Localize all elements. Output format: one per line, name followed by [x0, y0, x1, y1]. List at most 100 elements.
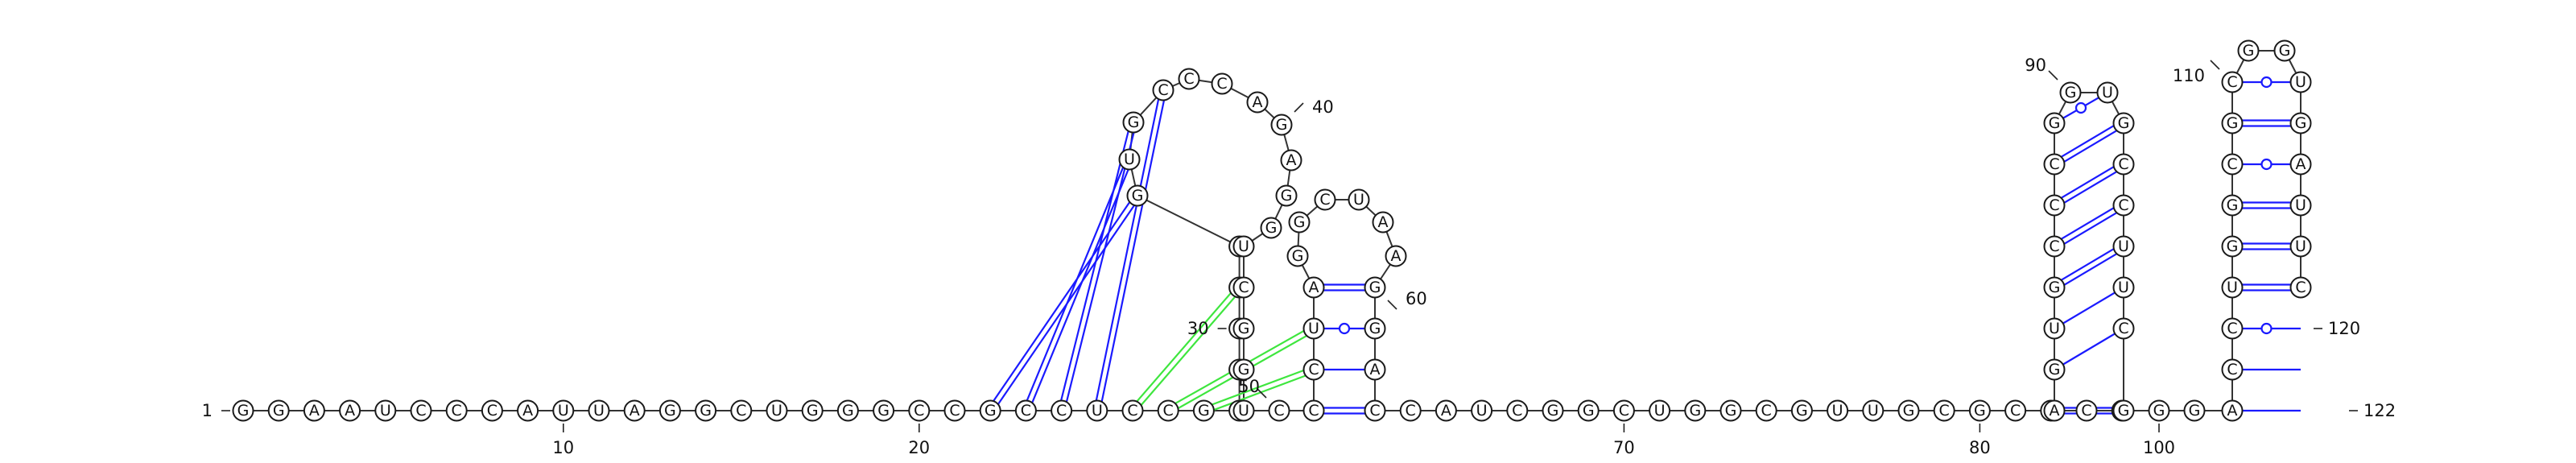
nucleotide-circle	[2112, 235, 2135, 258]
nucleotide-circle	[2221, 112, 2244, 134]
nucleotide: C	[2221, 358, 2244, 381]
nucleotide-letter: G	[2279, 42, 2291, 60]
nucleotide-circle	[2112, 276, 2135, 299]
nucleotide-letter: U	[380, 402, 391, 420]
nucleotide: A	[303, 399, 325, 422]
nucleotide-circle	[1968, 399, 1991, 422]
nucleotide-circle	[2183, 399, 2206, 422]
position-label: 80	[1969, 438, 1991, 457]
nucleotide: U	[1086, 399, 1108, 422]
nucleotide-circle	[2221, 358, 2244, 381]
nucleotide-letter: U	[558, 402, 569, 420]
nucleotide-circle	[1152, 79, 1174, 101]
nucleotide: U	[2096, 81, 2119, 104]
nucleotide-letter: G	[842, 402, 854, 420]
nucleotide: C	[1302, 399, 1325, 422]
nucleotide-letter: A	[1441, 402, 1451, 420]
nucleotide-circle	[1126, 184, 1149, 207]
nucleotide: G	[1684, 399, 1707, 422]
nucleotide: C	[2075, 399, 2098, 422]
nucleotide-circle	[2221, 235, 2244, 258]
nucleotide: U	[588, 399, 610, 422]
nucleotide: A	[1385, 245, 1407, 267]
nucleotide-circle	[2004, 399, 2027, 422]
nucleotide: C	[2112, 317, 2135, 340]
nucleotide-circle	[2043, 235, 2066, 258]
nucleotide-circle	[2075, 399, 2098, 422]
nucleotide-letter: G	[1369, 279, 1381, 296]
nucleotide: U	[2289, 71, 2312, 93]
nucleotide: G	[1364, 317, 1386, 340]
nucleotide-letter: A	[630, 402, 640, 420]
nucleotide-circle	[2112, 399, 2135, 422]
nucleotide-letter: C	[1406, 402, 1416, 420]
nucleotide-letter: C	[1761, 402, 1772, 420]
nucleotide-circle	[1275, 184, 1298, 207]
nucleotide: G	[873, 399, 895, 422]
nucleotide-letter: G	[2065, 84, 2077, 101]
nucleotide-letter: C	[736, 402, 746, 420]
nucleotide-circle	[2289, 235, 2312, 258]
nucleotide-circle	[232, 399, 254, 422]
position-label: 30	[1187, 319, 1209, 338]
nucleotide-letter: U	[2049, 320, 2060, 337]
label-tick	[1257, 388, 1267, 399]
nucleotide-circle	[801, 399, 824, 422]
backbone-link	[1137, 195, 1241, 247]
nucleotide: G	[1790, 399, 1813, 422]
nucleotide: G	[1577, 399, 1600, 422]
nucleotide-circle	[836, 399, 859, 422]
nucleotide-letter: G	[2118, 402, 2130, 420]
nucleotide-letter: U	[2295, 238, 2306, 255]
nucleotide: G	[2043, 112, 2066, 134]
base-pair-line	[2055, 166, 2126, 209]
nucleotide: A	[339, 399, 361, 422]
nucleotide: A	[1246, 91, 1269, 114]
nucleotide: G	[1968, 399, 1991, 422]
nucleotide: U	[1471, 399, 1493, 422]
nucleotide: C	[943, 399, 966, 422]
base-pair-line	[1093, 89, 1162, 411]
nucleotide-letter: U	[593, 402, 605, 420]
nucleotide-letter: C	[1163, 402, 1174, 420]
nucleotide: G	[2237, 39, 2260, 62]
nucleotide: G	[1122, 111, 1145, 134]
nucleotide-letter: G	[985, 402, 997, 420]
nucleotide-letter: U	[1353, 191, 1364, 209]
nucleotide-circle	[1121, 399, 1144, 422]
nucleotide-circle	[1314, 188, 1336, 211]
nucleotide: U	[552, 399, 575, 422]
nucleotide-letter: G	[237, 402, 250, 420]
nucleotide-letter: C	[1619, 402, 1629, 420]
nucleotide-letter: U	[2227, 279, 2238, 296]
nucleotide: C	[2043, 194, 2066, 217]
nucleotide-circle	[2043, 153, 2066, 176]
nucleotide-circle	[1385, 245, 1407, 267]
nucleotide-circle	[1372, 211, 1394, 234]
base-pair-line	[2055, 248, 2126, 291]
nucleotide-circle	[2112, 153, 2135, 176]
nucleotide: G	[1719, 399, 1742, 422]
nucleotide-letter: C	[2227, 361, 2237, 378]
label-tick	[2048, 70, 2058, 81]
nucleotide-letter: G	[1689, 402, 1701, 420]
nucleotide-circle	[1051, 399, 1073, 422]
nucleotide-letter: U	[1092, 402, 1103, 420]
nucleotide-letter: U	[1308, 320, 1319, 337]
nucleotide: U	[1302, 317, 1325, 340]
nucleotide-letter: G	[2189, 402, 2201, 420]
nucleotide-circle	[588, 399, 610, 422]
nucleotide: U	[2221, 276, 2244, 299]
nucleotide-circle	[303, 399, 325, 422]
nucleotide: C	[1152, 79, 1174, 101]
nucleotide-circle	[1827, 399, 1849, 422]
nucleotide: C	[1178, 68, 1200, 90]
nucleotide-circle	[1232, 317, 1255, 340]
nucleotide: G	[1192, 399, 1215, 422]
nucleotide-letter: C	[2049, 155, 2059, 173]
nucleotide: C	[1302, 358, 1325, 381]
nucleotide-circle	[2289, 276, 2312, 299]
nucleotide: G	[979, 399, 1001, 422]
nucleotide-letter: G	[273, 402, 285, 420]
base-pair-line	[2052, 202, 2123, 245]
